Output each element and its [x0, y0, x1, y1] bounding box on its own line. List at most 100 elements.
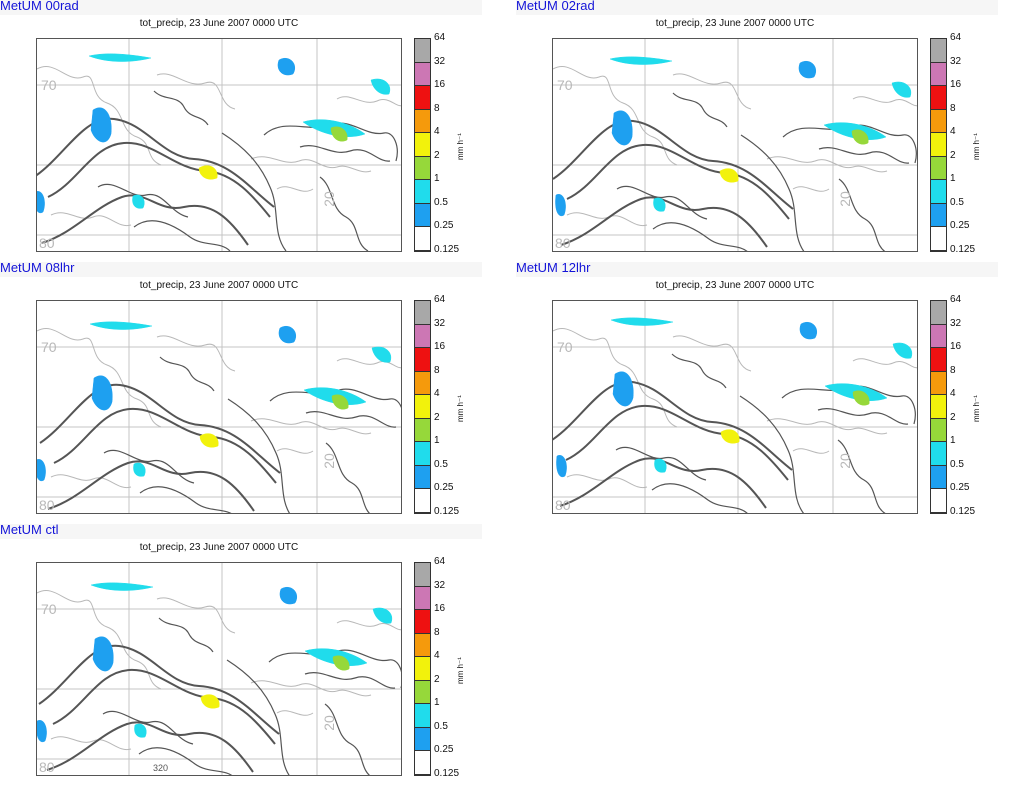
chart-subtitle: tot_precip, 23 June 2007 0000 UTC [139, 18, 299, 29]
panel-header: MetUM ctl [0, 522, 482, 539]
panel-header: MetUM 08lhr [0, 260, 482, 277]
precip-area [279, 587, 297, 605]
precip-area [198, 165, 218, 180]
precip-map: 70 80 20 [552, 300, 918, 514]
chart-subtitle: tot_precip, 23 June 2007 0000 UTC [655, 18, 815, 29]
coastline [276, 448, 314, 454]
precip-area [91, 375, 113, 411]
panel-title: MetUM ctl [0, 522, 59, 537]
precip-area [653, 197, 666, 212]
pressure-contour [37, 117, 275, 208]
lat-upper-label: 70 [41, 339, 57, 355]
pressure-contour [782, 124, 917, 164]
pressure-contour [52, 668, 276, 745]
colorbar-segment [931, 371, 946, 396]
colorbar-segment [415, 203, 430, 228]
colorbar-unit: mm h⁻¹ [456, 657, 465, 684]
colorbar-unit: mm h⁻¹ [456, 395, 465, 422]
precip-area [199, 433, 219, 448]
colorbar [414, 300, 431, 514]
pressure-contour [672, 92, 728, 128]
precip-area [37, 459, 46, 482]
pressure-contour [46, 721, 254, 773]
colorbar-tick-label: 0.25 [434, 482, 454, 494]
precip-area [200, 694, 220, 709]
colorbar-tick-label: 0.5 [950, 196, 964, 208]
colorbar-tick-label: 1 [434, 435, 440, 447]
pressure-contour [319, 176, 369, 251]
precip-area [610, 317, 674, 326]
pressure-contour [263, 122, 398, 162]
colorbar-tick-label: 64 [434, 294, 446, 305]
map-svg [553, 301, 917, 513]
coastline [852, 358, 917, 369]
pressure-contour [553, 119, 794, 210]
colorbar-segment [931, 203, 946, 228]
lon-label: 20 [836, 453, 853, 469]
pressure-contour [299, 145, 391, 162]
colorbar-tick-label: 0.125 [950, 244, 976, 255]
colorbar-segment [415, 610, 430, 634]
chart-panel: MetUM 08lhr tot_precip, 23 June 2007 0000… [0, 260, 484, 524]
panel-header: MetUM 00rad [0, 0, 482, 15]
precip-area [852, 390, 870, 406]
colorbar-tick-label: 0.125 [434, 768, 460, 779]
lon-label: 20 [320, 453, 337, 469]
colorbar-segment [415, 727, 430, 752]
pressure-contour [158, 617, 214, 653]
precip-area [370, 78, 391, 95]
coastline [50, 212, 132, 227]
coastline [566, 474, 648, 489]
precip-area [332, 655, 350, 671]
precip-area [330, 126, 348, 142]
coastline [276, 186, 314, 192]
chart-panel: MetUM ctl tot_precip, 23 June 2007 0000 U… [0, 522, 484, 786]
coastline [792, 186, 830, 192]
pressure-contour [560, 196, 768, 248]
colorbar-tick-label: 64 [950, 32, 962, 43]
colorbar-segment [931, 301, 946, 325]
colorbar-segment [931, 465, 946, 490]
coastline [156, 335, 236, 372]
colorbar-segment [415, 633, 430, 658]
pressure-contour [616, 185, 708, 220]
precip-area [88, 53, 152, 62]
colorbar-segment [415, 301, 430, 325]
precip-area [37, 191, 45, 214]
coastline [276, 710, 314, 716]
colorbar-segment [415, 489, 430, 513]
colorbar-tick-label: 1 [434, 697, 440, 709]
colorbar-tick-label: 0.25 [950, 220, 970, 232]
precip-area [134, 723, 147, 738]
colorbar-tick-label: 0.5 [434, 720, 448, 732]
colorbar-segment [931, 418, 946, 443]
colorbar-tick-label: 0.125 [950, 506, 976, 517]
colorbar-tick-label: 0.5 [950, 458, 964, 470]
precip-area [892, 342, 913, 359]
precip-area [133, 462, 146, 477]
chart-panel: MetUM 02rad tot_precip, 23 June 2007 0000… [516, 0, 1000, 262]
colorbar-segment [415, 348, 430, 372]
colorbar-tick-label: 32 [950, 317, 962, 329]
precip-area [612, 371, 634, 407]
pressure-contour [615, 446, 707, 481]
colorbar-segment [415, 395, 430, 419]
lat-upper-label: 70 [41, 601, 57, 617]
colorbar-tick-label: 0.5 [434, 458, 448, 470]
colorbar-tick-label: 32 [434, 579, 446, 591]
colorbar-segment [415, 465, 430, 490]
colorbar-segment [415, 109, 430, 134]
colorbar-tick-label: 0.25 [434, 744, 454, 756]
pressure-contour [304, 672, 396, 689]
precip-area [611, 110, 633, 146]
precip-area [719, 168, 739, 183]
pressure-contour [133, 220, 231, 251]
colorbar-segment [931, 62, 946, 87]
pressure-contour [102, 710, 194, 745]
colorbar-tick-label: 0.25 [434, 220, 454, 232]
colorbar-tick-label: 32 [950, 55, 962, 67]
colorbar [930, 300, 947, 514]
colorbar-tick-label: 64 [434, 556, 446, 567]
precip-area [891, 81, 912, 98]
precip-area [851, 129, 869, 145]
